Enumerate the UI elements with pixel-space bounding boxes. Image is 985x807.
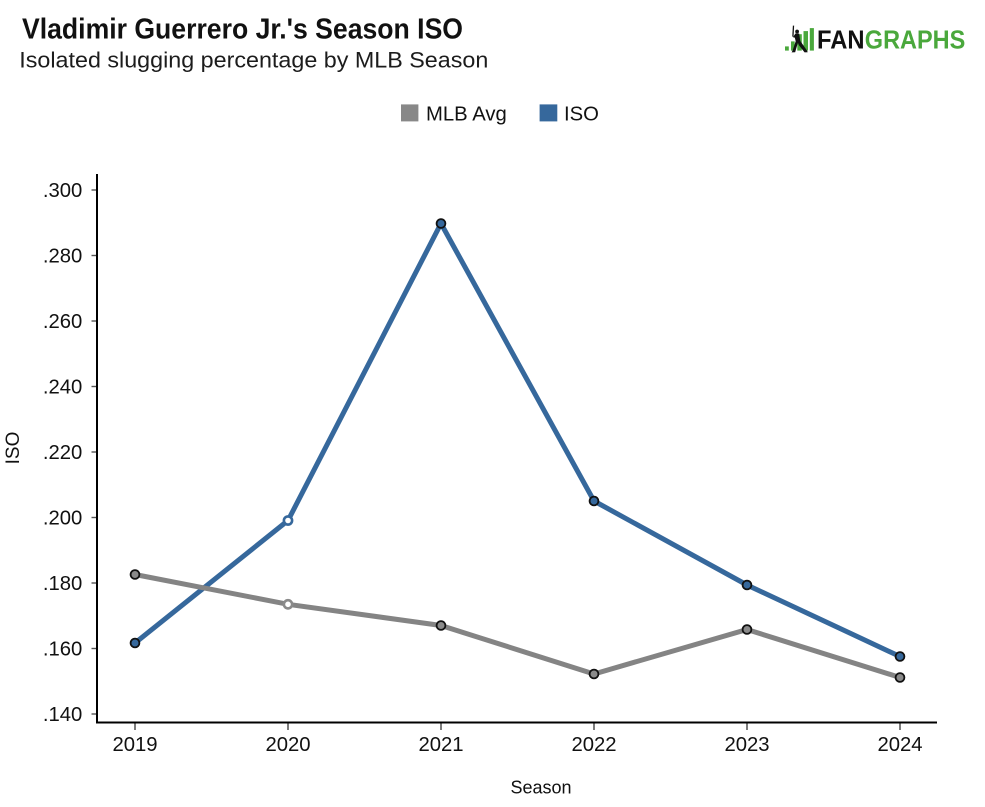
svg-text:Vladimir Guerrero Jr.'s Season: Vladimir Guerrero Jr.'s Season ISO bbox=[22, 14, 463, 46]
svg-text:2024: 2024 bbox=[877, 734, 922, 756]
svg-text:ISO: ISO bbox=[3, 432, 24, 465]
svg-text:2023: 2023 bbox=[724, 734, 769, 756]
svg-text:Season: Season bbox=[510, 778, 571, 798]
svg-text:.180: .180 bbox=[43, 573, 82, 595]
svg-text:2020: 2020 bbox=[265, 734, 310, 756]
svg-text:FAN: FAN bbox=[817, 25, 865, 55]
svg-text:.280: .280 bbox=[43, 245, 82, 267]
svg-text:.300: .300 bbox=[43, 180, 82, 202]
svg-text:Isolated slugging percentage b: Isolated slugging percentage by MLB Seas… bbox=[19, 48, 488, 73]
svg-text:ISO: ISO bbox=[564, 104, 599, 126]
svg-text:.260: .260 bbox=[43, 311, 82, 333]
svg-text:2022: 2022 bbox=[571, 734, 616, 756]
svg-text:GRAPHS: GRAPHS bbox=[865, 25, 966, 55]
svg-text:.220: .220 bbox=[43, 442, 82, 464]
svg-text:2021: 2021 bbox=[418, 734, 463, 756]
svg-text:.200: .200 bbox=[43, 507, 82, 529]
svg-text:.160: .160 bbox=[43, 638, 82, 660]
svg-text:.140: .140 bbox=[43, 704, 82, 726]
svg-text:2019: 2019 bbox=[112, 734, 157, 756]
svg-text:.240: .240 bbox=[43, 376, 82, 398]
svg-text:MLB Avg: MLB Avg bbox=[426, 104, 507, 126]
